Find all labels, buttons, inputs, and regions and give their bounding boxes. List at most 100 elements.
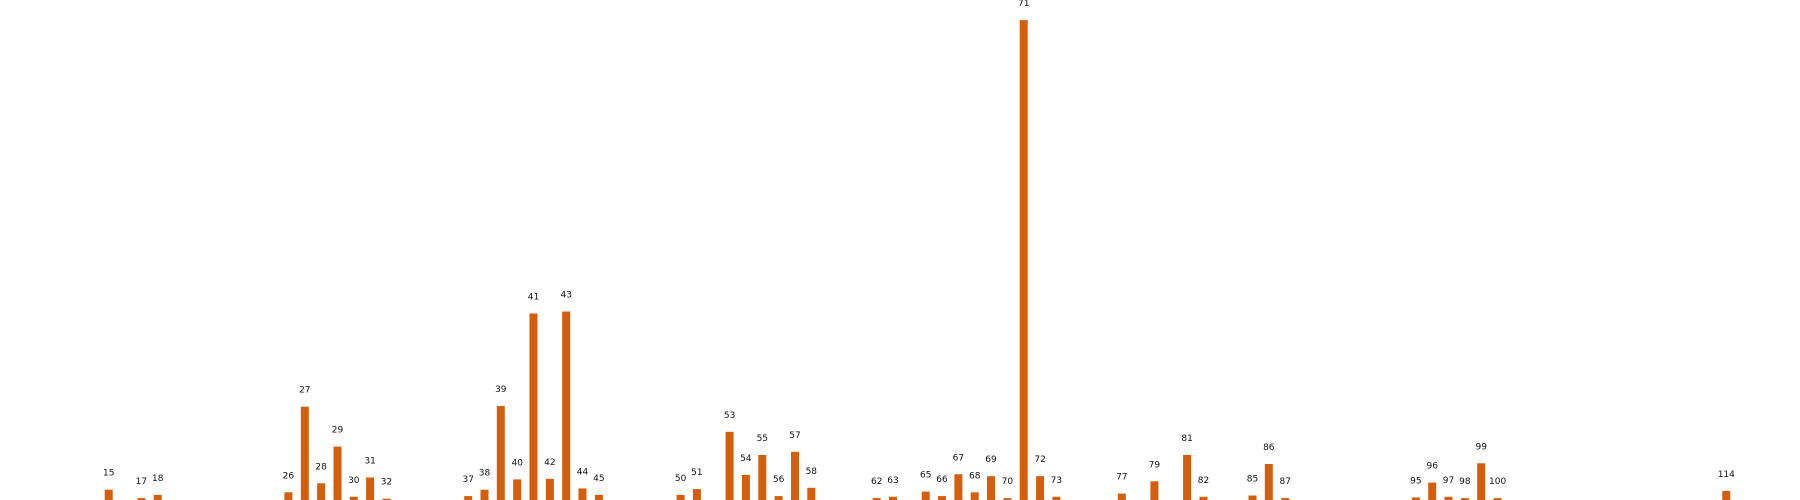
- bar-45: [594, 494, 603, 500]
- bar-28: [317, 483, 326, 500]
- bar-63: [889, 496, 897, 500]
- bar-30: [349, 496, 358, 500]
- bar-label-98: 98: [1459, 477, 1471, 487]
- bar-label-30: 30: [348, 476, 360, 486]
- bar-86: [1264, 464, 1273, 500]
- bar-label-56: 56: [773, 475, 785, 485]
- bar-label-43: 43: [560, 291, 571, 301]
- bar-label-15: 15: [103, 469, 114, 479]
- bar-100: [1493, 498, 1502, 500]
- bar-label-26: 26: [283, 471, 295, 481]
- bar-26: [284, 492, 293, 500]
- bar-27: [300, 406, 309, 500]
- bar-label-73: 73: [1051, 476, 1062, 486]
- bar-label-86: 86: [1263, 443, 1275, 453]
- bar-label-79: 79: [1149, 460, 1161, 470]
- bar-51: [692, 489, 701, 500]
- bar-72: [1036, 476, 1045, 500]
- bar-18: [153, 494, 162, 500]
- bar-label-28: 28: [315, 462, 327, 472]
- bar-label-57: 57: [789, 431, 800, 441]
- bar-69: [987, 476, 995, 500]
- bar-label-72: 72: [1034, 455, 1045, 465]
- bar-label-67: 67: [953, 453, 964, 463]
- bar-label-100: 100: [1489, 477, 1506, 487]
- bar-29: [333, 446, 342, 500]
- bar-label-58: 58: [806, 467, 818, 477]
- bar-77: [1117, 493, 1126, 500]
- bar-41: [529, 313, 538, 500]
- bar-39: [496, 406, 505, 500]
- bar-50: [676, 494, 685, 500]
- bar-label-41: 41: [528, 293, 539, 303]
- bar-label-87: 87: [1279, 477, 1290, 487]
- bar-label-65: 65: [920, 471, 931, 481]
- bar-label-51: 51: [691, 468, 702, 478]
- bar-label-37: 37: [462, 475, 473, 485]
- bar-label-71: 71: [1018, 0, 1029, 9]
- bar-15: [104, 489, 113, 500]
- bar-label-70: 70: [1002, 477, 1014, 487]
- bar-label-97: 97: [1443, 476, 1454, 486]
- bar-43: [562, 311, 571, 500]
- bar-label-39: 39: [495, 385, 507, 395]
- bar-label-69: 69: [985, 455, 997, 465]
- bar-label-54: 54: [740, 454, 752, 464]
- bar-38: [480, 489, 489, 500]
- bar-65: [921, 491, 930, 500]
- bar-label-18: 18: [152, 474, 164, 484]
- bar-62: [872, 498, 881, 500]
- bar-label-77: 77: [1116, 473, 1127, 483]
- bar-label-50: 50: [675, 474, 687, 484]
- bar-67: [954, 474, 963, 500]
- bar-label-85: 85: [1247, 475, 1258, 485]
- bar-79: [1150, 481, 1159, 500]
- bar-53: [725, 431, 734, 500]
- bar-54: [741, 474, 750, 500]
- bar-17: [137, 498, 146, 500]
- bar-87: [1281, 498, 1290, 500]
- bar-96: [1428, 482, 1437, 500]
- bar-label-95: 95: [1410, 476, 1421, 486]
- bar-56: [774, 496, 783, 500]
- bars-group: [104, 20, 1731, 500]
- bar-58: [807, 487, 816, 500]
- bar-label-114: 114: [1718, 470, 1735, 480]
- bar-44: [578, 488, 587, 500]
- bar-label-44: 44: [577, 467, 589, 477]
- bar-57: [791, 451, 799, 500]
- bar-label-32: 32: [381, 478, 392, 488]
- bar-label-53: 53: [724, 411, 735, 421]
- bar-32: [382, 498, 391, 500]
- bar-label-31: 31: [364, 457, 375, 467]
- bar-label-27: 27: [299, 386, 310, 396]
- bar-label-82: 82: [1198, 476, 1209, 486]
- bar-label-45: 45: [593, 474, 604, 484]
- bar-label-40: 40: [511, 458, 523, 468]
- bar-85: [1248, 495, 1257, 500]
- bar-label-63: 63: [887, 476, 898, 486]
- bar-82: [1199, 496, 1208, 500]
- bar-label-29: 29: [332, 426, 344, 436]
- bar-label-62: 62: [871, 477, 882, 487]
- bar-label-42: 42: [544, 458, 555, 468]
- bar-label-17: 17: [136, 477, 147, 487]
- bar-98: [1460, 498, 1469, 500]
- bar-71: [1019, 20, 1028, 500]
- bar-55: [758, 455, 767, 500]
- bar-114: [1722, 491, 1731, 500]
- bar-42: [545, 478, 554, 500]
- bar-95: [1411, 497, 1420, 500]
- bar-label-66: 66: [936, 475, 948, 485]
- bar-97: [1444, 496, 1453, 500]
- bar-66: [938, 496, 946, 500]
- bar-label-38: 38: [479, 469, 491, 479]
- bar-label-68: 68: [969, 471, 981, 481]
- bar-label-55: 55: [757, 434, 768, 444]
- bar-labels-group: 15 17 18 26 27 28 29 30 31 32 37 38 39 40 41 42 43 44 45 50…: [103, 0, 1735, 488]
- bar-37: [464, 496, 473, 500]
- bar-label-99: 99: [1475, 442, 1487, 452]
- bar-68: [970, 492, 979, 500]
- bar-73: [1052, 496, 1061, 500]
